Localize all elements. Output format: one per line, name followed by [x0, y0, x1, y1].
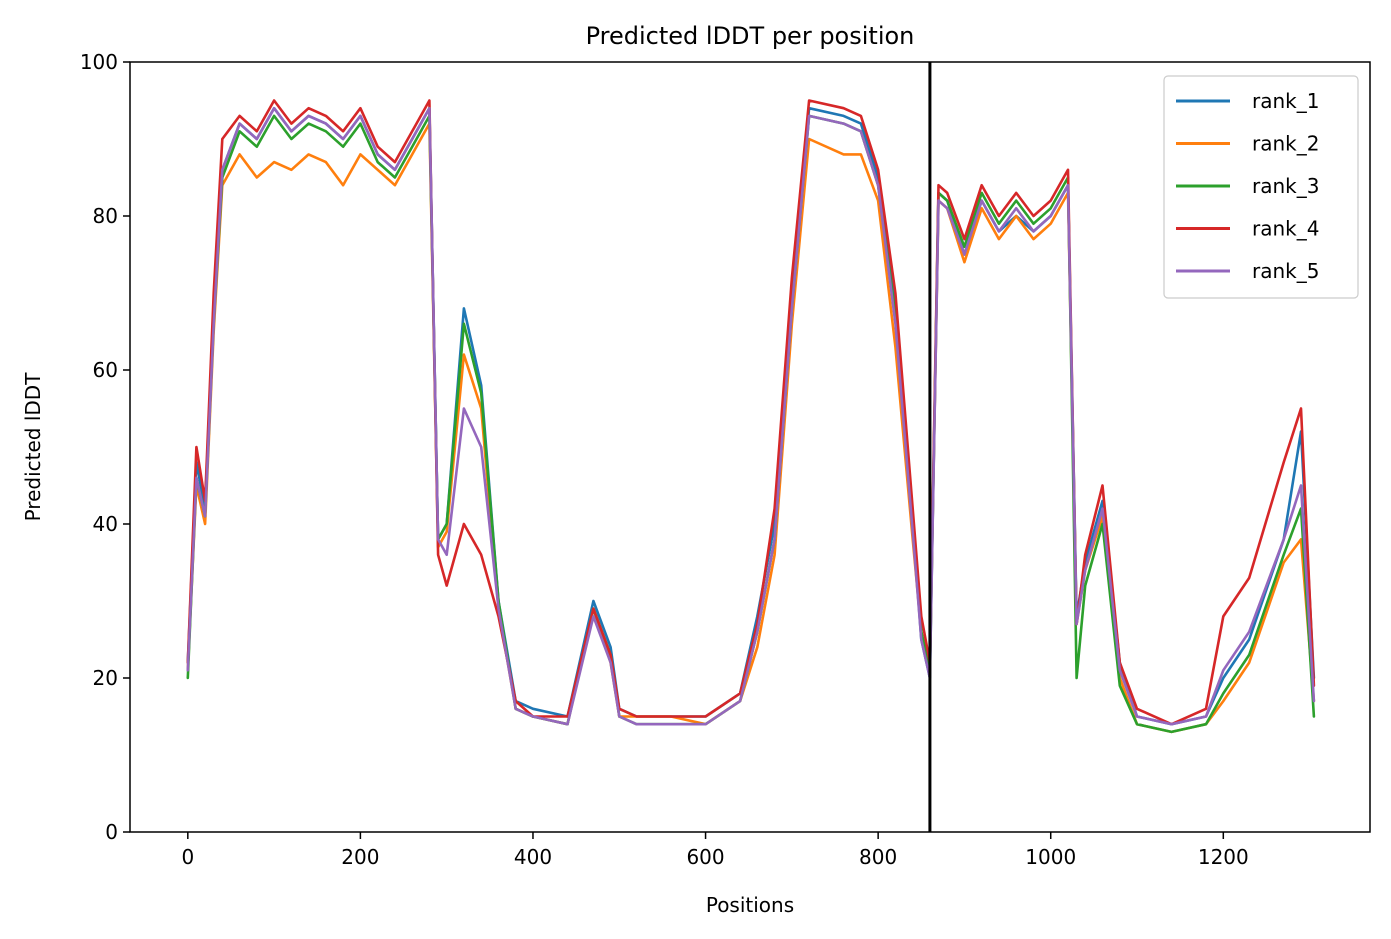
plot-frame	[129, 61, 1371, 833]
y-axis-ticks: 0 20 40 60 80 100	[80, 50, 130, 844]
y-tick-label: 40	[93, 512, 118, 536]
x-tick-label: 800	[859, 845, 897, 869]
legend: rank_1 rank_2 rank_3 rank_4 rank_5	[1163, 75, 1359, 299]
legend-box	[1163, 75, 1359, 299]
y-tick-label: 20	[93, 666, 118, 690]
legend-label: rank_3	[1252, 174, 1319, 198]
x-tick-label: 400	[514, 845, 552, 869]
legend-label: rank_4	[1252, 217, 1319, 241]
y-tick-label: 60	[93, 358, 118, 382]
chart-title: Predicted lDDT per position	[586, 22, 915, 50]
x-tick-label: 1000	[1025, 845, 1076, 869]
x-tick-label: 0	[181, 845, 194, 869]
y-tick-label: 80	[93, 204, 118, 228]
x-tick-label: 1200	[1198, 845, 1249, 869]
plot-background	[130, 62, 1370, 832]
x-tick-label: 600	[686, 845, 724, 869]
x-axis-ticks: 0 200 400 600 800 1000 1200	[181, 832, 1249, 869]
plot-area	[129, 61, 1371, 833]
legend-label: rank_1	[1252, 89, 1319, 113]
legend-label: rank_5	[1252, 259, 1319, 283]
legend-label: rank_2	[1252, 132, 1319, 156]
y-tick-label: 100	[80, 50, 118, 74]
x-tick-label: 200	[341, 845, 379, 869]
y-tick-label: 0	[105, 820, 118, 844]
x-axis-title: Positions	[706, 893, 794, 917]
y-axis-title: Predicted lDDT	[21, 372, 45, 522]
series-line-rank-5	[186, 106, 1316, 726]
series-layer	[186, 99, 1316, 734]
